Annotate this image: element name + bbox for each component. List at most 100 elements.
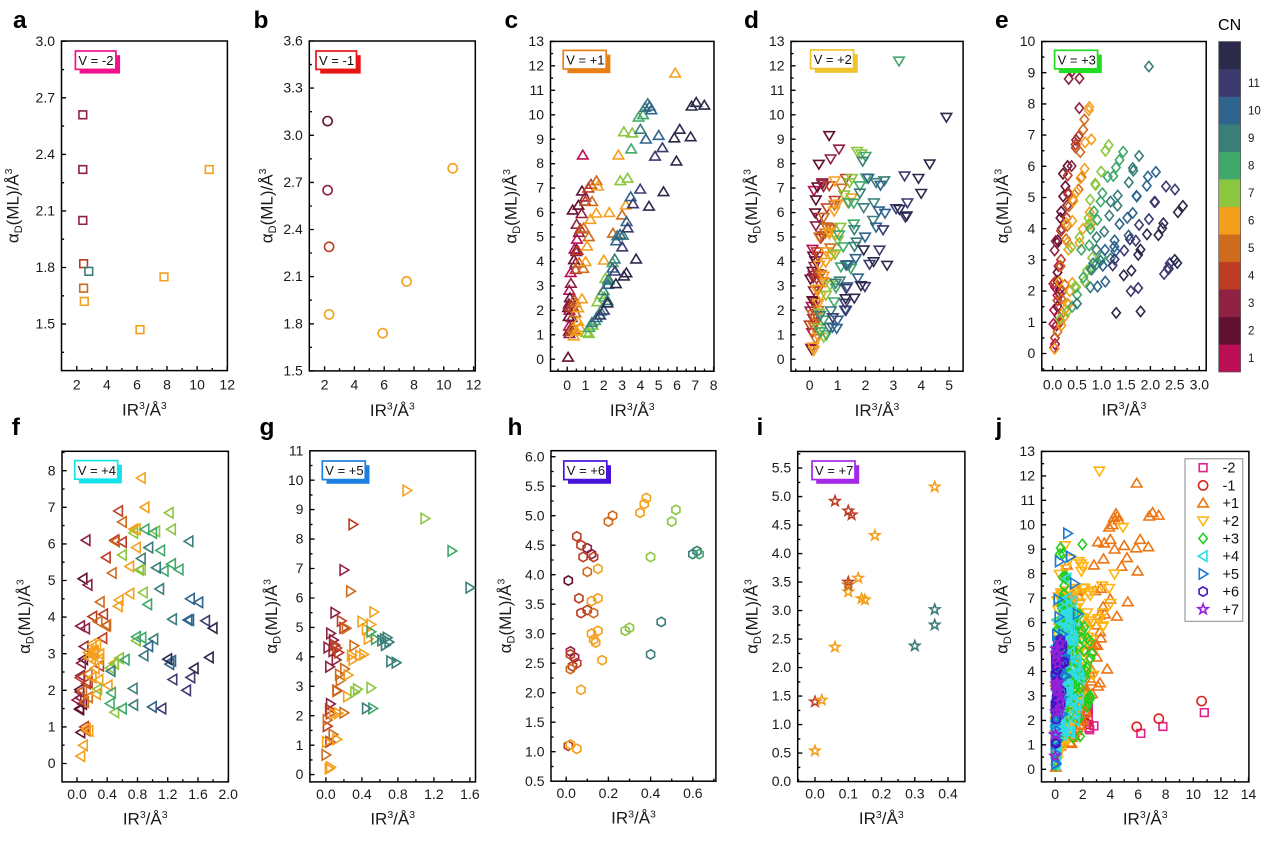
svg-text:0: 0 [296,766,304,782]
svg-text:0.8: 0.8 [128,786,148,802]
svg-text:IR3/Å3: IR3/Å3 [370,809,415,828]
svg-text:3.5: 3.5 [772,574,792,590]
svg-text:6: 6 [536,204,544,220]
svg-text:V = +7: V = +7 [815,463,853,478]
svg-text:0.0: 0.0 [556,785,576,801]
svg-text:0.4: 0.4 [641,785,661,801]
svg-text:2: 2 [73,376,81,392]
svg-text:0: 0 [777,351,785,367]
svg-text:2: 2 [321,377,329,393]
svg-text:4.5: 4.5 [525,537,545,553]
svg-text:6: 6 [1028,158,1036,174]
svg-text:3.0: 3.0 [525,625,545,641]
svg-text:4: 4 [1027,663,1035,679]
svg-text:3.5: 3.5 [525,596,545,612]
svg-text:+4: +4 [1223,549,1240,565]
svg-text:-1: -1 [1223,478,1236,494]
svg-text:i: i [757,414,764,441]
svg-text:IR3/Å3: IR3/Å3 [859,809,904,828]
svg-text:8: 8 [1028,96,1036,112]
svg-text:V = -1: V = -1 [319,53,354,68]
svg-text:3.0: 3.0 [1190,376,1210,392]
svg-text:7: 7 [296,560,304,576]
svg-text:4: 4 [536,253,544,269]
svg-text:0: 0 [1028,345,1036,361]
svg-text:V = +2: V = +2 [814,52,852,67]
svg-text:3.3: 3.3 [283,80,303,96]
svg-text:f: f [12,414,21,441]
svg-text:+6: +6 [1223,585,1240,601]
svg-text:CN: CN [1218,17,1241,34]
svg-text:c: c [505,7,519,34]
svg-text:1: 1 [536,326,544,342]
svg-text:6: 6 [673,377,681,393]
svg-text:9: 9 [1248,133,1254,145]
svg-text:14: 14 [1241,786,1257,802]
svg-text:g: g [260,414,275,441]
svg-text:0: 0 [1027,761,1035,777]
svg-text:10: 10 [1186,786,1202,802]
svg-text:6: 6 [1248,216,1254,228]
svg-text:2.5: 2.5 [772,631,792,647]
svg-text:8: 8 [1248,160,1254,172]
svg-text:5: 5 [296,619,304,635]
svg-text:12: 12 [219,376,235,392]
svg-text:10: 10 [769,106,785,122]
svg-text:3: 3 [1028,252,1036,268]
svg-text:9: 9 [536,131,544,147]
svg-text:IR3/Å3: IR3/Å3 [610,401,655,420]
svg-text:5: 5 [655,377,663,393]
svg-text:3: 3 [296,678,304,694]
svg-text:2: 2 [1028,283,1036,299]
svg-text:10: 10 [189,376,205,392]
svg-text:3: 3 [48,645,56,661]
svg-text:4: 4 [777,253,785,269]
svg-text:2.5: 2.5 [525,655,545,671]
svg-text:5.0: 5.0 [525,507,545,523]
svg-text:0.4: 0.4 [97,786,117,802]
svg-text:9: 9 [296,501,304,517]
svg-text:V = +6: V = +6 [567,463,605,478]
svg-text:0: 0 [563,377,571,393]
svg-text:IR3/Å3: IR3/Å3 [122,400,167,419]
svg-text:13: 13 [1019,443,1035,459]
svg-text:3.0: 3.0 [283,127,303,143]
svg-text:11: 11 [770,82,785,98]
svg-text:4: 4 [917,377,925,393]
svg-text:0.0: 0.0 [805,786,825,802]
svg-text:αD(ML)/Å3: αD(ML)/Å3 [262,579,284,654]
svg-text:5.0: 5.0 [772,488,792,504]
svg-text:10: 10 [288,472,304,488]
svg-text:0.2: 0.2 [872,786,892,802]
svg-text:αD(ML)/Å3: αD(ML)/Å3 [993,169,1015,244]
svg-text:2.4: 2.4 [283,221,303,237]
svg-text:IR3/Å3: IR3/Å3 [123,809,168,828]
svg-text:4: 4 [1028,220,1036,236]
svg-text:2.0: 2.0 [218,786,238,802]
svg-text:a: a [13,7,27,34]
svg-text:0.2: 0.2 [599,785,619,801]
svg-text:5: 5 [945,377,953,393]
svg-text:+7: +7 [1223,602,1240,618]
svg-text:8: 8 [296,531,304,547]
svg-text:10: 10 [436,377,452,393]
svg-text:4: 4 [351,377,359,393]
svg-text:αD(ML)/Å3: αD(ML)/Å3 [15,579,37,654]
svg-text:αD(ML)/Å3: αD(ML)/Å3 [992,579,1014,654]
svg-text:11: 11 [1248,78,1260,90]
svg-text:8: 8 [777,155,785,171]
svg-text:3: 3 [890,377,898,393]
svg-text:1.2: 1.2 [158,786,178,802]
svg-text:d: d [744,7,759,34]
svg-text:5: 5 [536,229,544,245]
svg-text:1: 1 [48,719,56,735]
svg-text:0.5: 0.5 [1067,376,1087,392]
svg-text:9: 9 [1028,64,1036,80]
svg-text:12: 12 [769,57,785,73]
svg-text:IR3/Å3: IR3/Å3 [855,401,900,420]
svg-text:0.8: 0.8 [388,786,408,802]
svg-text:2: 2 [1027,712,1035,728]
svg-text:1: 1 [777,326,785,342]
svg-text:7: 7 [1027,590,1035,606]
svg-text:6.0: 6.0 [525,448,545,464]
